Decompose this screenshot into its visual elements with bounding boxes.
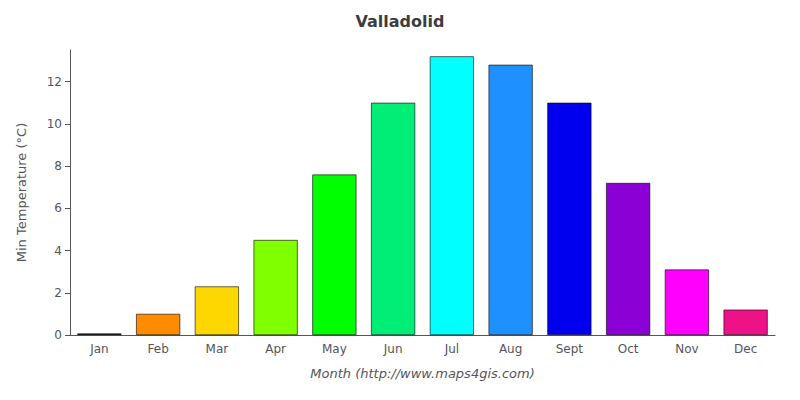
svg-text:Apr: Apr: [265, 342, 286, 356]
svg-text:2: 2: [54, 286, 62, 300]
svg-text:Min Temperature (°C): Min Temperature (°C): [14, 123, 29, 262]
svg-text:6: 6: [54, 201, 62, 215]
svg-text:Dec: Dec: [734, 342, 757, 356]
svg-text:May: May: [322, 342, 347, 356]
svg-text:12: 12: [47, 75, 62, 89]
svg-text:Sept: Sept: [556, 342, 584, 356]
svg-text:Month (http://www.maps4gis.com: Month (http://www.maps4gis.com): [310, 366, 535, 381]
svg-text:Valladolid: Valladolid: [356, 12, 445, 31]
svg-text:Nov: Nov: [675, 342, 698, 356]
svg-text:Oct: Oct: [618, 342, 639, 356]
svg-text:Jul: Jul: [444, 342, 459, 356]
svg-text:Jan: Jan: [89, 342, 109, 356]
svg-text:Jun: Jun: [383, 342, 403, 356]
svg-text:0: 0: [54, 328, 62, 342]
svg-text:Feb: Feb: [148, 342, 169, 356]
svg-text:8: 8: [54, 159, 62, 173]
svg-text:Aug: Aug: [499, 342, 522, 356]
svg-text:4: 4: [54, 244, 62, 258]
svg-text:Mar: Mar: [206, 342, 229, 356]
svg-text:10: 10: [47, 117, 62, 131]
